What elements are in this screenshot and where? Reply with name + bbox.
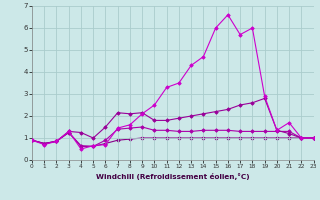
X-axis label: Windchill (Refroidissement éolien,°C): Windchill (Refroidissement éolien,°C): [96, 173, 250, 180]
